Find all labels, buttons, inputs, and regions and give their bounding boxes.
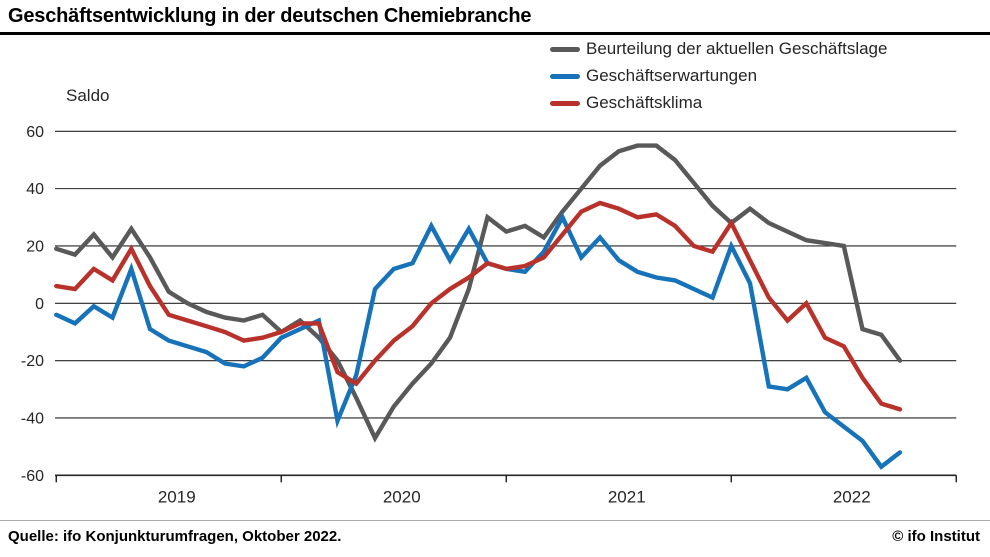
legend-label-lage: Beurteilung der aktuellen Geschäftslage [586,39,888,58]
y-axis-unit-label: Saldo [66,86,110,105]
y-tick-label-40: 40 [26,181,44,198]
x-year-label-2022: 2022 [833,487,871,506]
series-line-erwartungen [54,212,903,470]
y-tick-label-60: 60 [26,124,44,141]
series-line-klima [54,200,903,412]
x-year-label-2021: 2021 [608,487,646,506]
y-tick-label--60: -60 [21,468,44,485]
y-tick-label--40: -40 [21,410,44,427]
legend-swatch-erwartungen [550,73,580,79]
legend-swatch-lage [550,46,580,52]
legend-item-erwartungen: Geschäftserwartungen [550,65,887,87]
legend-item-lage: Beurteilung der aktuellen Geschäftslage [550,38,887,60]
legend-label-klima: Geschäftsklima [586,93,703,112]
chart-legend: Beurteilung der aktuellen Geschäftslage G… [550,38,887,114]
y-tick-label-0: 0 [35,296,44,313]
y-tick-label-20: 20 [26,238,44,255]
legend-swatch-klima [550,100,580,106]
page-title: Geschäftsentwicklung in der deutschen Ch… [8,5,532,27]
legend-label-erwartungen: Geschäftserwartungen [586,66,758,85]
x-year-label-2020: 2020 [383,487,421,506]
x-year-label-2019: 2019 [158,487,196,506]
y-tick-label--20: -20 [21,353,44,370]
copyright-note: © ifo Institut [892,528,980,545]
title-rule [0,32,990,35]
source-note: Quelle: ifo Konjunkturumfragen, Oktober … [8,528,342,545]
legend-item-klima: Geschäftsklima [550,92,887,114]
footer-divider [0,520,990,521]
series-line-lage [54,143,903,443]
